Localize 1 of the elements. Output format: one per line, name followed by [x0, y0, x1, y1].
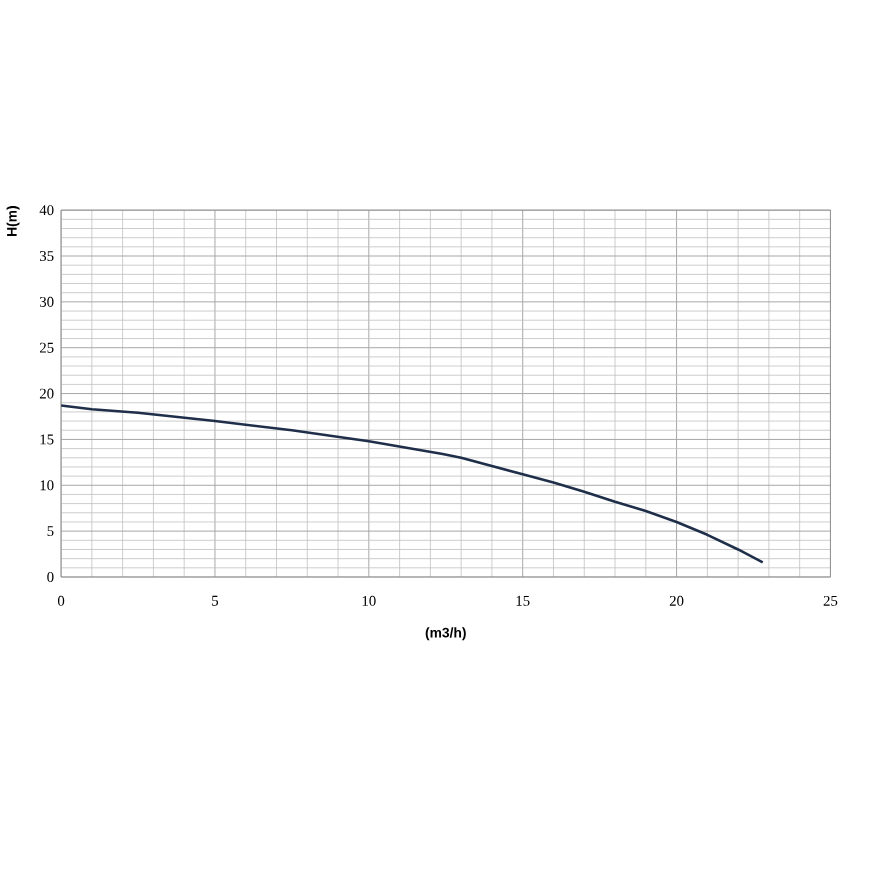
line-series	[61, 403, 765, 564]
